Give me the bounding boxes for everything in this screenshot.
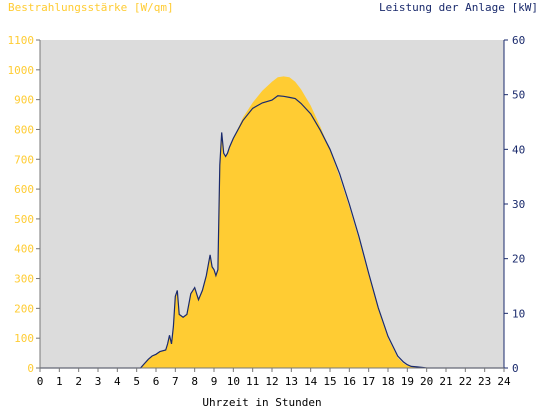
x-tick-label: 2 [75,375,82,388]
x-tick-label: 0 [37,375,44,388]
x-tick-label: 17 [362,375,375,388]
x-tick-label: 6 [153,375,160,388]
left-tick-label: 1100 [8,34,35,47]
x-tick-label: 9 [211,375,218,388]
series-layer [40,76,504,369]
x-tick-label: 19 [401,375,414,388]
ticks-layer: 0100200300400500600700800900100011000102… [8,34,526,388]
left-tick-label: 900 [14,94,34,107]
x-tick-label: 10 [227,375,240,388]
x-tick-label: 4 [114,375,121,388]
x-tick-label: 14 [304,375,318,388]
x-tick-label: 13 [285,375,298,388]
x-axis-title: Uhrzeit in Stunden [202,396,321,408]
left-tick-label: 0 [27,362,34,375]
right-tick-label: 0 [512,362,519,375]
x-tick-label: 16 [343,375,356,388]
right-tick-label: 20 [512,253,525,266]
x-tick-label: 20 [420,375,433,388]
x-tick-label: 12 [265,375,278,388]
left-axis-title: Bestrahlungsstärke [W/qm] [8,1,174,14]
right-tick-label: 30 [512,198,525,211]
right-tick-label: 60 [512,34,525,47]
x-tick-label: 5 [133,375,140,388]
x-tick-label: 15 [323,375,336,388]
right-axis-title: Leistung der Anlage [kW] [379,1,538,14]
left-tick-label: 700 [14,153,34,166]
x-tick-label: 21 [439,375,452,388]
left-tick-label: 600 [14,183,34,196]
x-tick-label: 18 [381,375,394,388]
left-tick-label: 500 [14,213,34,226]
x-tick-label: 11 [246,375,259,388]
left-tick-label: 100 [14,332,34,345]
power-line [40,95,504,369]
x-tick-label: 22 [459,375,472,388]
right-tick-label: 10 [512,307,525,320]
left-tick-label: 300 [14,273,34,286]
x-tick-label: 7 [172,375,179,388]
x-tick-label: 23 [478,375,491,388]
right-tick-label: 40 [512,143,525,156]
irradiance-area [40,76,504,369]
left-tick-label: 200 [14,302,34,315]
left-tick-label: 800 [14,123,34,136]
right-tick-label: 50 [512,89,525,102]
x-tick-label: 24 [497,375,511,388]
x-tick-label: 1 [56,375,63,388]
left-tick-label: 1000 [8,64,35,77]
left-tick-label: 400 [14,243,34,256]
x-tick-label: 3 [95,375,102,388]
x-tick-label: 8 [191,375,198,388]
